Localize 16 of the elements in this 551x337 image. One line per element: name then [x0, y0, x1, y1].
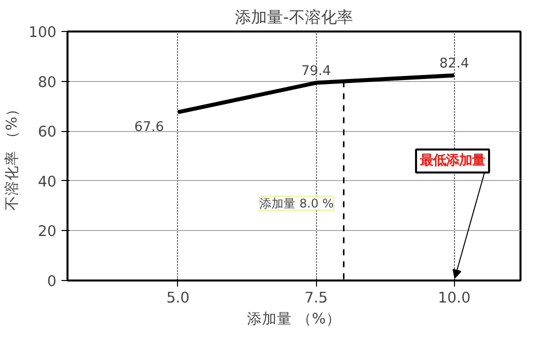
y-tick-label: 40	[38, 173, 57, 190]
data-label: 79.4	[301, 64, 331, 79]
x-tick-label: 5.0	[166, 290, 190, 306]
data-label: 67.6	[134, 120, 164, 136]
y-tick-label: 60	[38, 124, 57, 141]
x-tick-label: 7.5	[304, 290, 328, 306]
y-tick-label: 100	[28, 24, 57, 41]
y-tick-label: 20	[38, 223, 57, 240]
data-label: 82.4	[439, 56, 470, 72]
y-tick-label: 80	[38, 74, 57, 91]
y-tick-label: 0	[47, 273, 57, 290]
annotation: 最低添加量	[419, 153, 486, 168]
chart-title: 添加量-不溶化率	[235, 8, 353, 26]
x-axis-title: 添加量 （%）	[247, 310, 341, 328]
y-axis-title: 不溶化率 （%）	[4, 102, 21, 210]
x-tick-label: 10.0	[438, 290, 471, 306]
